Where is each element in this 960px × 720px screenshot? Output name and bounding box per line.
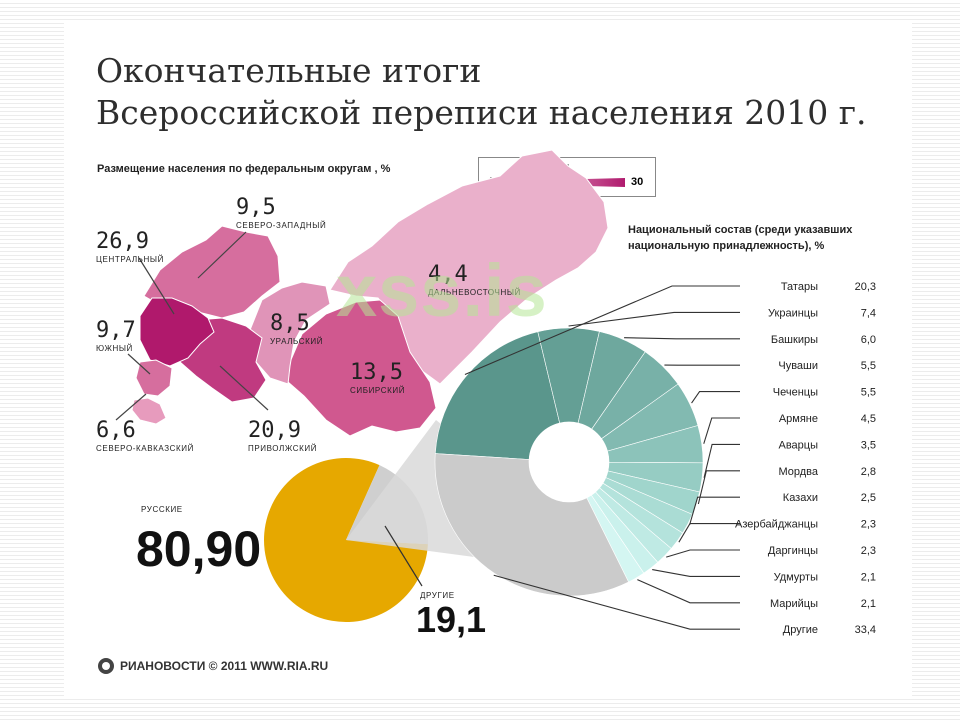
donut-leader — [689, 496, 740, 525]
nationality-name: Армяне — [779, 413, 818, 425]
nationality-heading-line-1: Национальный состав (среди указавших — [628, 224, 853, 236]
siberia-name: СИБИРСКИЙ — [350, 386, 405, 395]
pie-slice-russians — [263, 457, 428, 622]
south-name: ЮЖНЫЙ — [96, 344, 133, 353]
nationality-name: Марийцы — [770, 598, 818, 610]
russians-label: РУССКИЕ — [141, 505, 183, 514]
northwest-name: СЕВЕРО-ЗАПАДНЫЙ — [236, 221, 326, 230]
nationality-value: 5,5 — [861, 360, 876, 372]
donut-leader — [568, 311, 740, 327]
nationality-value: 20,3 — [855, 281, 876, 293]
donut-leader — [464, 285, 740, 375]
nationality-name: Аварцы — [779, 439, 819, 451]
nationality-value: 2,8 — [861, 466, 876, 478]
others-value: 19,1 — [416, 599, 486, 640]
nationality-value: 6,0 — [861, 334, 876, 346]
donut-leader — [666, 549, 740, 558]
nationality-value: 5,5 — [861, 387, 876, 399]
northwest-value: 9,5 — [236, 195, 276, 220]
leader-volga — [219, 365, 269, 411]
region-ncaucasus — [131, 397, 167, 425]
region-central — [139, 297, 215, 367]
ria-logo-icon — [98, 658, 114, 674]
donut-leader — [703, 443, 740, 478]
russia-map — [131, 149, 609, 437]
title-line-2: Всероссийской переписи населения 2010 г. — [96, 93, 867, 132]
page-title: Окончательные итоги Всероссийской перепи… — [96, 50, 867, 134]
nationality-heading-line-2: национальную принадлежность), % — [628, 240, 825, 252]
leader-northwest — [197, 231, 247, 279]
nationality-list: Татары 20,3 Украинцы 7,4 Башкиры 6,0 Чуваши 5,5… — [735, 281, 876, 636]
nationality-name: Мордва — [778, 466, 818, 478]
donut-leader-lines — [464, 285, 740, 630]
siberia-value: 13,5 — [350, 360, 403, 385]
nationality-value: 2,3 — [861, 545, 876, 557]
nationality-value: 2,1 — [861, 571, 876, 583]
south-value: 9,7 — [96, 318, 136, 343]
donut-leader — [652, 569, 740, 577]
nationality-value: 2,3 — [861, 519, 876, 531]
footer-credit: РИАНОВОСТИ © 2011 WWW.RIA.RU — [98, 658, 328, 674]
russians-value: 80,90 — [136, 521, 261, 577]
fareast-value: 4,4 — [428, 262, 468, 287]
donut-hole — [529, 422, 609, 502]
ncaucasus-name: СЕВЕРО-КАВКАЗСКИЙ — [96, 444, 194, 453]
map-leader-lines — [115, 231, 269, 421]
donut-leader — [703, 417, 740, 444]
title-line-1: Окончательные итоги — [96, 51, 482, 90]
central-value: 26,9 — [96, 229, 149, 254]
nationality-value: 7,4 — [861, 307, 876, 319]
nationality-name: Башкиры — [771, 334, 818, 346]
nationality-name: Азербайджанцы — [735, 519, 818, 531]
donut-leader — [493, 574, 740, 630]
leader-south — [127, 353, 151, 375]
nationality-value: 2,5 — [861, 492, 876, 504]
map-heading: Размещение населения по федеральным окру… — [97, 163, 391, 175]
nationality-value: 33,4 — [855, 624, 876, 636]
nationality-name: Чуваши — [778, 360, 818, 372]
nationality-name: Украинцы — [768, 307, 818, 319]
nationality-value: 3,5 — [861, 439, 876, 451]
region-siberia — [287, 299, 437, 437]
nationality-name: Казахи — [783, 492, 818, 504]
nationality-name: Чеченцы — [773, 387, 818, 399]
nationality-name: Татары — [781, 281, 818, 293]
others-leader — [384, 525, 423, 587]
volga-value: 20,9 — [248, 418, 301, 443]
legend-max: 30 — [631, 176, 644, 188]
others-label: ДРУГИЕ — [420, 591, 455, 600]
nationality-value: 4,5 — [861, 413, 876, 425]
leader-central — [138, 257, 175, 315]
leader-ncaucasus — [115, 393, 147, 421]
donut-leader — [697, 470, 740, 505]
donut-leader — [624, 337, 740, 340]
nationality-name: Другие — [783, 624, 818, 636]
ural-value: 8,5 — [270, 311, 310, 336]
nationality-name: Даргинцы — [768, 545, 818, 557]
footer-text: РИАНОВОСТИ © 2011 WWW.RIA.RU — [120, 659, 329, 673]
central-name: ЦЕНТРАЛЬНЫЙ — [96, 255, 164, 264]
nationality-heading: Национальный состав (среди указавших нац… — [628, 222, 888, 254]
donut-leader — [678, 523, 740, 543]
volga-name: ПРИВОЛЖСКИЙ — [248, 444, 317, 453]
donut-nationalities — [434, 327, 704, 597]
donut-leader — [637, 579, 740, 604]
ncaucasus-value: 6,6 — [96, 418, 136, 443]
nationality-name: Удмурты — [774, 571, 819, 583]
nationality-value: 2,1 — [861, 598, 876, 610]
ural-name: УРАЛЬСКИЙ — [270, 337, 323, 346]
region-labels: 26,9 ЦЕНТРАЛЬНЫЙ 9,5 СЕВЕРО-ЗАПАДНЫЙ 9,7… — [96, 195, 521, 453]
donut-leader — [691, 391, 740, 404]
fareast-name: ДАЛЬНЕВОСТОЧНЫЙ — [428, 288, 521, 297]
